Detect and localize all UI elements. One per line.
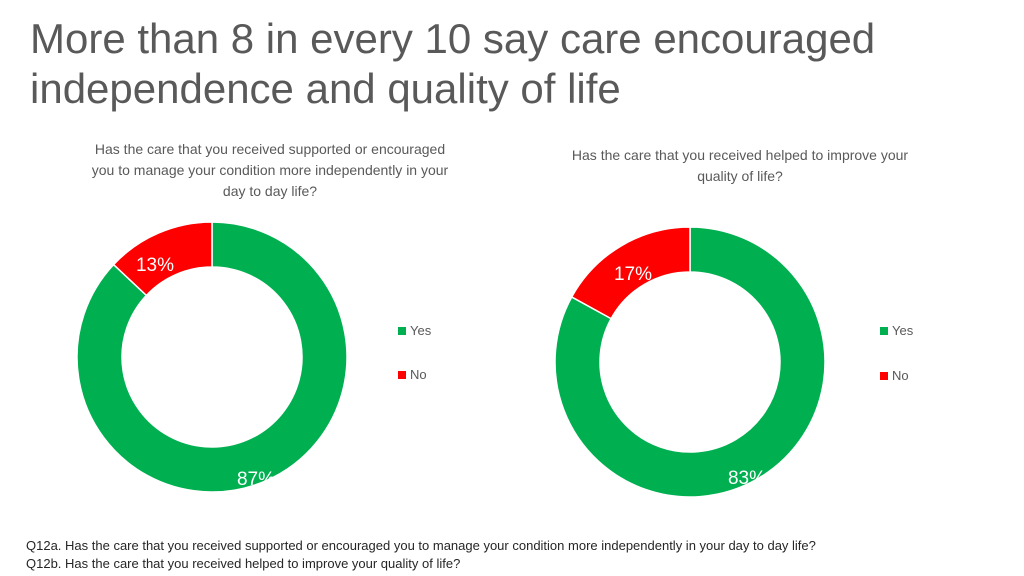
chart-2-question: Has the care that you received helped to… bbox=[571, 147, 909, 184]
donut-slice-yes bbox=[554, 226, 826, 498]
legend-item-yes: Yes bbox=[398, 323, 431, 338]
donut-slice-yes bbox=[76, 221, 348, 493]
footnote-q12a: Q12a. Has the care that you received sup… bbox=[26, 538, 816, 553]
legend-swatch-yes bbox=[880, 327, 888, 335]
legend-item-no: No bbox=[880, 368, 909, 383]
data-label-yes: 83% bbox=[728, 468, 766, 489]
chart-1-question: Has the care that you received supported… bbox=[91, 141, 449, 199]
donut-chart-quality-of-life: 83% 17% bbox=[554, 226, 826, 498]
data-label-yes: 87% bbox=[237, 469, 275, 490]
legend-item-no: No bbox=[398, 367, 427, 382]
legend-item-yes: Yes bbox=[880, 323, 913, 338]
donut-chart-independence: 87% 13% bbox=[76, 221, 348, 493]
data-label-no: 17% bbox=[614, 264, 652, 285]
donut-slice-no bbox=[112, 221, 213, 297]
footnote: Q12a. Has the care that you received sup… bbox=[26, 537, 816, 573]
legend-swatch-yes bbox=[398, 327, 406, 335]
legend-swatch-no bbox=[880, 372, 888, 380]
legend-label-no: No bbox=[410, 367, 427, 382]
slide-title: More than 8 in every 10 say care encoura… bbox=[30, 15, 876, 112]
legend-label-yes: Yes bbox=[410, 323, 432, 338]
data-label-no: 13% bbox=[136, 255, 174, 276]
donut-slice-no bbox=[570, 226, 691, 320]
legend-label-yes: Yes bbox=[892, 323, 914, 338]
footnote-q12b: Q12b. Has the care that you received hel… bbox=[26, 556, 461, 571]
legend-label-no: No bbox=[892, 368, 909, 383]
legend-swatch-no bbox=[398, 371, 406, 379]
